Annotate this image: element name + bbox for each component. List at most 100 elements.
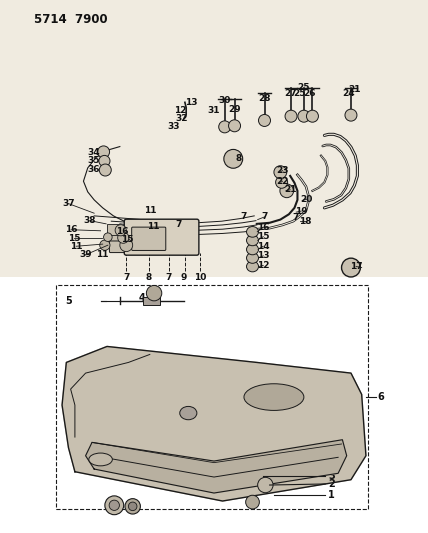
Circle shape <box>128 502 137 511</box>
Polygon shape <box>86 440 347 493</box>
Text: 11: 11 <box>70 242 83 251</box>
Bar <box>113 240 125 251</box>
Text: 6: 6 <box>377 392 384 402</box>
Circle shape <box>259 115 270 126</box>
Text: 12: 12 <box>174 107 187 115</box>
Text: 34: 34 <box>87 148 100 157</box>
Circle shape <box>100 240 110 251</box>
Text: 7: 7 <box>166 273 172 281</box>
Text: 31: 31 <box>207 107 220 115</box>
Text: 5: 5 <box>65 296 72 305</box>
Circle shape <box>298 110 310 122</box>
Text: 27: 27 <box>285 89 297 98</box>
Text: 22: 22 <box>276 177 289 185</box>
Circle shape <box>146 286 162 301</box>
Text: 23: 23 <box>276 166 289 175</box>
Circle shape <box>115 225 126 236</box>
Ellipse shape <box>247 253 259 263</box>
Text: 7: 7 <box>241 213 247 221</box>
Text: 4: 4 <box>139 294 146 303</box>
Text: 15: 15 <box>68 234 81 243</box>
Bar <box>56 285 368 509</box>
Text: 16: 16 <box>257 223 270 231</box>
Text: 38: 38 <box>83 216 96 225</box>
Text: 28: 28 <box>258 94 271 103</box>
Text: 10: 10 <box>194 273 206 281</box>
Circle shape <box>109 500 119 511</box>
Text: 5714  7900: 5714 7900 <box>34 13 108 26</box>
Circle shape <box>276 176 288 188</box>
Text: 11: 11 <box>96 251 109 259</box>
Circle shape <box>224 149 243 168</box>
Circle shape <box>280 184 294 198</box>
Text: 3: 3 <box>328 471 335 481</box>
Ellipse shape <box>247 235 259 246</box>
Ellipse shape <box>247 227 259 237</box>
Circle shape <box>274 166 287 179</box>
Circle shape <box>246 495 259 509</box>
Ellipse shape <box>180 407 197 420</box>
Ellipse shape <box>89 453 112 466</box>
Text: 33: 33 <box>167 123 180 131</box>
Text: 18: 18 <box>299 217 312 225</box>
FancyBboxPatch shape <box>110 241 124 253</box>
Bar <box>143 297 160 305</box>
Text: 13: 13 <box>185 98 198 107</box>
Text: 7: 7 <box>123 273 129 281</box>
Circle shape <box>219 121 231 133</box>
Text: 2: 2 <box>328 479 335 489</box>
Text: 17: 17 <box>350 262 363 271</box>
Text: 39: 39 <box>79 251 92 259</box>
Text: 13: 13 <box>257 252 270 260</box>
Text: 21: 21 <box>348 85 361 94</box>
Text: 7: 7 <box>176 220 182 229</box>
Text: 25: 25 <box>297 84 310 92</box>
Circle shape <box>118 232 129 243</box>
FancyBboxPatch shape <box>132 227 166 251</box>
Text: 16: 16 <box>116 228 128 236</box>
Text: 24: 24 <box>342 89 355 98</box>
Bar <box>107 224 119 235</box>
Circle shape <box>229 120 241 132</box>
Circle shape <box>285 110 297 122</box>
Text: 20: 20 <box>300 195 312 204</box>
Circle shape <box>125 499 140 514</box>
Text: 36: 36 <box>87 165 100 174</box>
Text: 26: 26 <box>303 89 315 98</box>
Text: 14: 14 <box>257 242 270 251</box>
Circle shape <box>104 233 112 241</box>
Text: 19: 19 <box>295 207 308 215</box>
Text: 32: 32 <box>175 114 188 123</box>
Bar <box>0 277 428 533</box>
Circle shape <box>342 258 360 277</box>
Circle shape <box>345 109 357 121</box>
Circle shape <box>258 478 273 492</box>
Circle shape <box>99 156 110 166</box>
Text: 8: 8 <box>236 155 242 163</box>
Text: 35: 35 <box>87 157 100 165</box>
Circle shape <box>105 496 124 515</box>
Text: 8: 8 <box>146 273 152 281</box>
Text: 15: 15 <box>257 232 270 241</box>
Text: 37: 37 <box>62 199 75 208</box>
Text: 30: 30 <box>219 96 231 104</box>
Bar <box>109 232 122 243</box>
Text: 15: 15 <box>121 236 134 244</box>
Text: 11: 11 <box>147 222 160 231</box>
Circle shape <box>306 110 318 122</box>
Ellipse shape <box>244 384 304 410</box>
Circle shape <box>98 146 110 158</box>
FancyBboxPatch shape <box>124 219 199 255</box>
Circle shape <box>99 164 111 176</box>
Text: 16: 16 <box>65 225 77 234</box>
Text: 11: 11 <box>144 206 157 215</box>
Text: 25: 25 <box>293 89 306 98</box>
Ellipse shape <box>247 261 259 272</box>
Circle shape <box>120 239 133 252</box>
Text: 1: 1 <box>328 490 335 499</box>
Text: 7: 7 <box>292 213 298 222</box>
Polygon shape <box>62 346 366 501</box>
Text: 12: 12 <box>257 261 270 270</box>
Text: 21: 21 <box>284 185 297 194</box>
Ellipse shape <box>247 244 259 255</box>
